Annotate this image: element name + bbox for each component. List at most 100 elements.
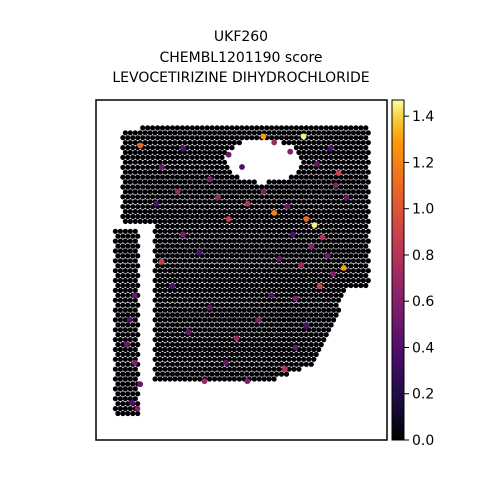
spot xyxy=(301,337,306,342)
spot xyxy=(202,179,207,184)
spot xyxy=(130,322,135,327)
spot xyxy=(145,194,150,199)
spot xyxy=(192,258,197,263)
spot xyxy=(234,293,239,298)
spot xyxy=(195,342,200,347)
spot xyxy=(262,327,267,332)
spot xyxy=(286,140,291,145)
spot xyxy=(190,175,195,180)
spot xyxy=(190,303,195,308)
spot xyxy=(247,278,252,283)
spot xyxy=(279,125,284,130)
spot xyxy=(237,258,242,263)
spot xyxy=(219,273,224,278)
spot xyxy=(304,175,309,180)
spot xyxy=(324,312,329,317)
spot xyxy=(160,214,165,219)
spot xyxy=(331,278,336,283)
spot xyxy=(286,357,291,362)
spot xyxy=(212,179,217,184)
spot xyxy=(215,342,220,347)
spot xyxy=(180,293,185,298)
spot xyxy=(309,273,314,278)
spot xyxy=(130,214,135,219)
spot xyxy=(177,140,182,145)
spot xyxy=(331,209,336,214)
spot xyxy=(205,194,210,199)
spot xyxy=(279,322,284,327)
spot xyxy=(351,170,356,175)
spot xyxy=(296,170,301,175)
spot xyxy=(334,155,339,160)
spot xyxy=(284,214,289,219)
spot xyxy=(219,224,224,229)
spot xyxy=(190,372,195,377)
spot xyxy=(229,175,234,180)
spot xyxy=(195,303,200,308)
spot xyxy=(356,160,361,165)
spot xyxy=(130,263,135,268)
spot xyxy=(284,303,289,308)
spot xyxy=(289,322,294,327)
colorbar xyxy=(392,100,404,440)
spot xyxy=(353,234,358,239)
spot xyxy=(254,224,259,229)
spot xyxy=(224,253,229,258)
spot xyxy=(115,401,120,406)
spot xyxy=(170,204,175,209)
spot xyxy=(162,130,167,135)
spot xyxy=(356,229,361,234)
spot xyxy=(363,234,368,239)
spot xyxy=(232,278,237,283)
spot xyxy=(284,135,289,140)
spot xyxy=(123,337,128,342)
spot xyxy=(341,288,346,293)
spot xyxy=(289,253,294,258)
spot xyxy=(113,367,118,372)
spot xyxy=(170,234,175,239)
spot xyxy=(331,189,336,194)
spot xyxy=(264,322,269,327)
spot xyxy=(262,258,267,263)
spot xyxy=(135,312,140,317)
spot xyxy=(115,283,120,288)
spot xyxy=(187,347,192,352)
spot xyxy=(262,209,267,214)
spot xyxy=(202,298,207,303)
spot xyxy=(239,293,244,298)
spot xyxy=(341,239,346,244)
spot xyxy=(210,244,215,249)
spot xyxy=(336,199,341,204)
spot xyxy=(175,145,180,150)
spot xyxy=(274,244,279,249)
spot xyxy=(197,170,202,175)
spot xyxy=(143,160,148,165)
spot xyxy=(180,165,185,170)
spot xyxy=(257,209,262,214)
spot xyxy=(336,140,341,145)
spot xyxy=(153,150,158,155)
spot xyxy=(343,145,348,150)
spot xyxy=(309,303,314,308)
spot xyxy=(259,224,264,229)
spot xyxy=(133,337,138,342)
spot xyxy=(358,263,363,268)
spot xyxy=(257,219,262,224)
spot xyxy=(133,386,138,391)
spot xyxy=(234,312,239,317)
chart-title-line-2: CHEMBL1201190 score xyxy=(159,50,322,66)
spot xyxy=(187,308,192,313)
spot xyxy=(185,372,190,377)
spot xyxy=(175,244,180,249)
spot xyxy=(319,342,324,347)
spot xyxy=(267,199,272,204)
spot xyxy=(343,204,348,209)
scored-spot xyxy=(207,305,213,311)
spot xyxy=(207,278,212,283)
spot xyxy=(125,332,130,337)
spot xyxy=(234,372,239,377)
spot xyxy=(249,293,254,298)
spot xyxy=(331,160,336,165)
scored-spot xyxy=(261,134,267,140)
spot xyxy=(113,308,118,313)
